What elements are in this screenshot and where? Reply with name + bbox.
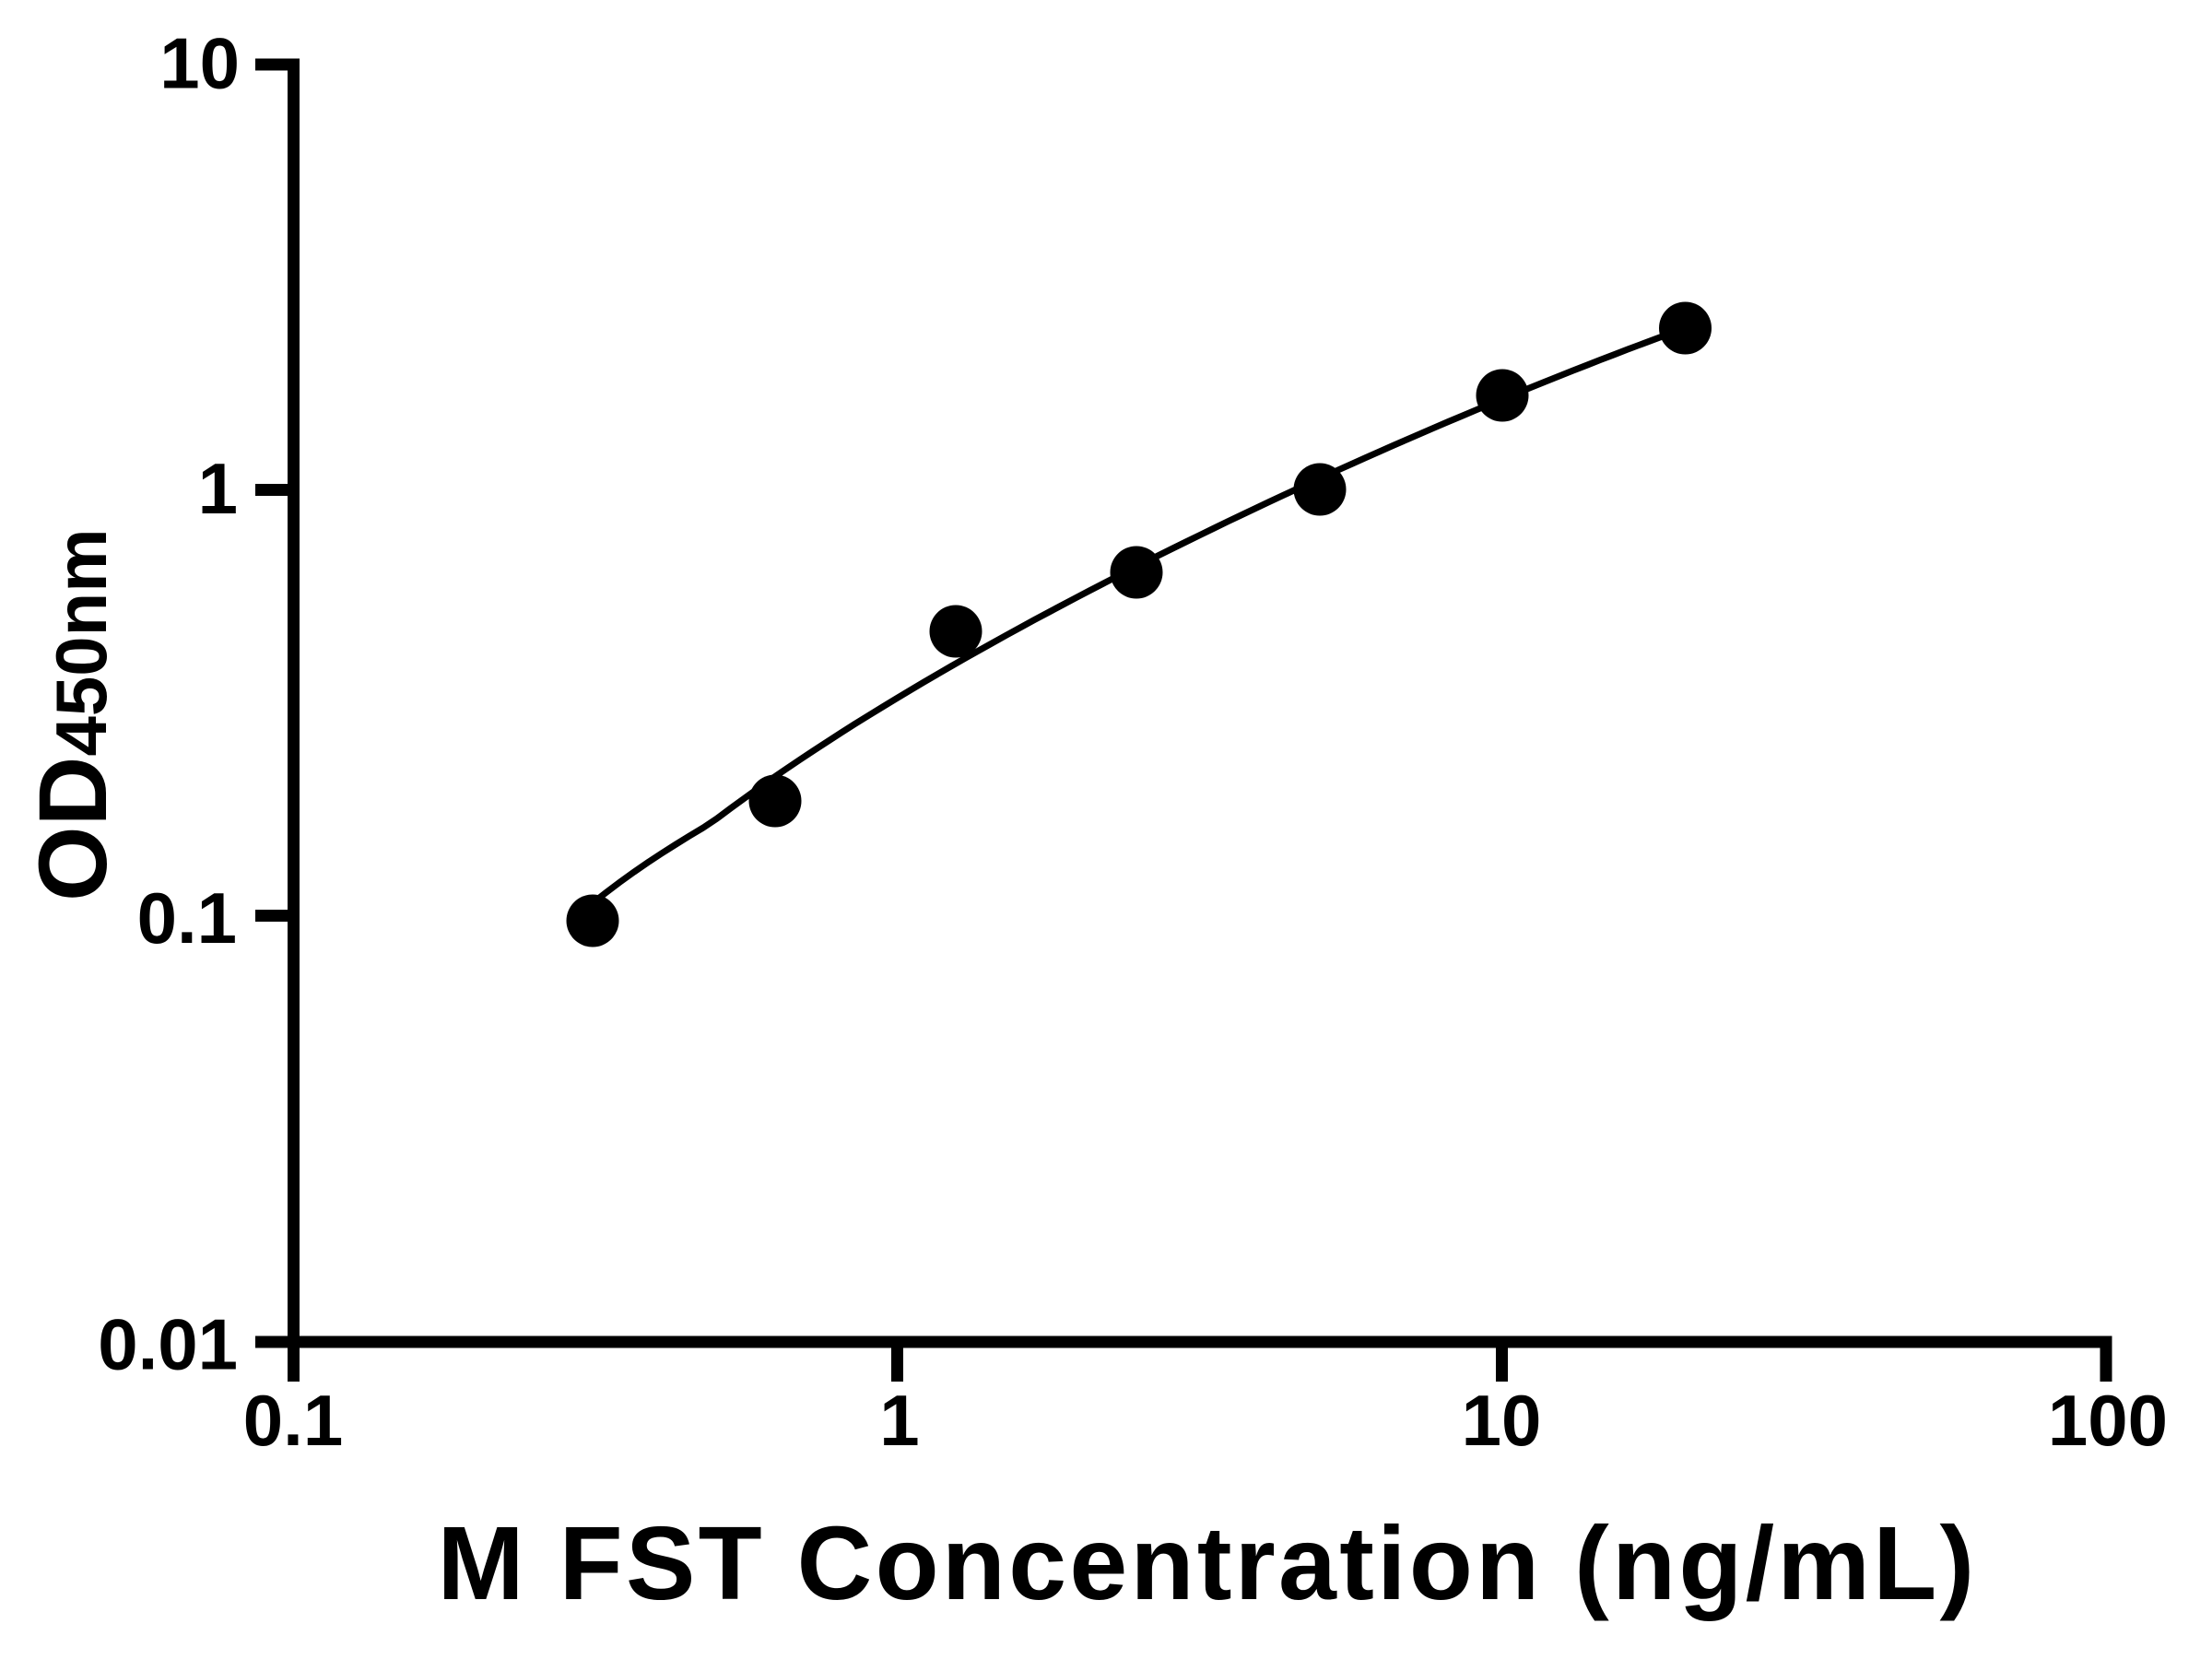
svg-text:10: 10	[1462, 1380, 1542, 1461]
svg-text:10: 10	[159, 23, 240, 104]
svg-text:1: 1	[198, 448, 238, 529]
svg-text:1: 1	[879, 1380, 919, 1461]
svg-text:0.1: 0.1	[243, 1380, 343, 1461]
svg-text:100: 100	[2048, 1380, 2168, 1461]
svg-text:0.1: 0.1	[137, 877, 237, 959]
svg-text:M FST Concentration (ng/mL): M FST Concentration (ng/mL)	[438, 1505, 1978, 1621]
svg-text:0.01: 0.01	[98, 1304, 238, 1385]
